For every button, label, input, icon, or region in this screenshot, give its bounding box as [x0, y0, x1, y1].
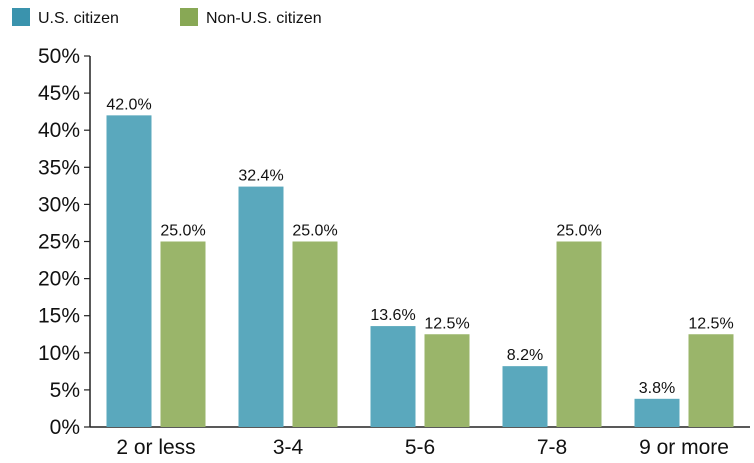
data-label-series-2: 25.0% — [556, 223, 601, 240]
y-tick-label: 5% — [50, 379, 80, 402]
y-tick-label: 35% — [38, 156, 80, 179]
y-tick-label: 40% — [38, 119, 80, 142]
bars — [106, 115, 734, 428]
x-category-label: 3-4 — [273, 436, 304, 459]
x-category-label: 2 or less — [116, 436, 195, 459]
x-category-label: 9 or more — [639, 436, 729, 459]
data-label-series-1: 8.2% — [507, 347, 543, 364]
data-label-series-2: 12.5% — [424, 315, 469, 332]
y-tick-label: 45% — [38, 82, 80, 105]
data-label-series-1: 42.0% — [106, 96, 151, 113]
bar-series-2 — [688, 334, 734, 427]
y-tick-label: 20% — [38, 268, 80, 291]
data-labels: 42.0% 25.0% 32.4% 25.0% 13.6% 12.5% 8.2% 25.0% 3… — [106, 96, 733, 396]
y-axis: 0% 5% 10% 15% 20% 25% 30% 35% 40% 45% 50% — [38, 45, 91, 439]
bar-series-1 — [370, 326, 416, 427]
y-tick-label: 15% — [38, 305, 80, 328]
legend-label-2: Non-U.S. citizen — [206, 10, 322, 27]
data-label-series-2: 12.5% — [688, 315, 733, 332]
legend-swatch-2 — [180, 8, 198, 26]
legend: U.S. citizen Non-U.S. citizen — [12, 8, 322, 27]
x-category-label: 5-6 — [405, 436, 435, 459]
data-label-series-1: 3.8% — [639, 380, 675, 397]
bar-series-2 — [160, 241, 206, 427]
bar-series-2 — [556, 241, 602, 427]
y-tick-label: 50% — [38, 45, 80, 68]
y-tick-label: 30% — [38, 193, 80, 216]
bar-series-1 — [106, 115, 152, 428]
bar-series-2 — [424, 334, 470, 427]
x-category-label: 7-8 — [537, 436, 567, 459]
bar-series-1 — [502, 366, 548, 427]
x-axis: 2 or less 3-4 5-6 7-8 9 or more — [90, 426, 750, 459]
y-tick-label: 0% — [50, 416, 80, 439]
bar-series-2 — [292, 241, 338, 427]
data-label-series-1: 13.6% — [370, 307, 415, 324]
data-label-series-2: 25.0% — [292, 223, 337, 240]
legend-label-1: U.S. citizen — [38, 10, 119, 27]
bar-series-1 — [238, 186, 284, 427]
legend-swatch-1 — [12, 8, 30, 26]
y-tick-label: 10% — [38, 342, 80, 365]
bar-series-1 — [634, 398, 680, 427]
data-label-series-2: 25.0% — [160, 223, 205, 240]
data-label-series-1: 32.4% — [238, 168, 283, 185]
y-tick-label: 25% — [38, 231, 80, 254]
